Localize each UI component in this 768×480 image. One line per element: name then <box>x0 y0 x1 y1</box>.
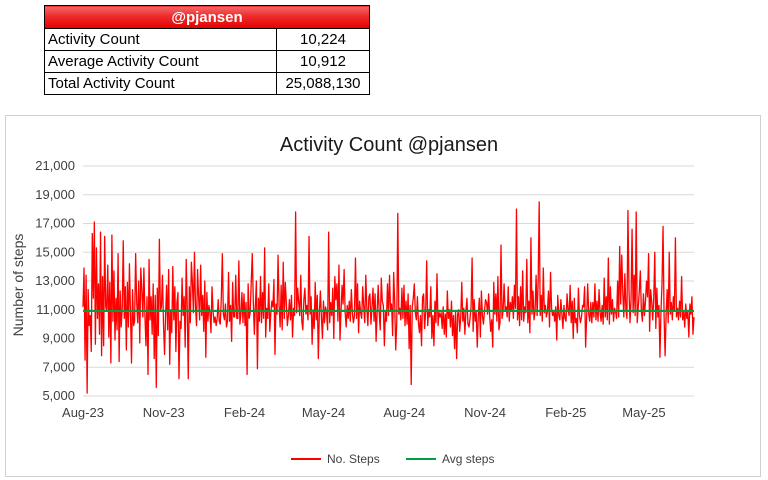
x-tick-label: Feb-25 <box>545 405 586 420</box>
y-tick-label: 15,000 <box>35 244 75 259</box>
chart-title: Activity Count @pjansen <box>280 134 498 156</box>
chart-area: 5,000 7,000 9,000 11,000 13,000 15,000 17,000 1… <box>5 115 761 477</box>
x-tick-label: Nov-23 <box>143 405 185 420</box>
summary-row: Total Activity Count 25,088,130 <box>44 72 370 95</box>
x-tick-label: Nov-24 <box>464 405 506 420</box>
x-tick-label: May-24 <box>302 405 345 420</box>
summary-row-label: Total Activity Count <box>44 72 277 95</box>
y-tick-label: 19,000 <box>35 187 75 202</box>
x-tick-label: May-25 <box>622 405 665 420</box>
y-tick-label: 21,000 <box>35 158 75 173</box>
summary-row-value: 10,912 <box>276 50 370 73</box>
x-tick-label: Aug-24 <box>383 405 425 420</box>
series-line-steps <box>82 201 695 394</box>
chart-grid <box>83 165 694 397</box>
summary-row-value: 10,224 <box>276 28 370 51</box>
chart-series <box>82 201 695 394</box>
line-chart: 5,000 7,000 9,000 11,000 13,000 15,000 17,000 1… <box>10 134 695 466</box>
summary-row-label: Activity Count <box>44 28 277 51</box>
summary-row-value: 25,088,130 <box>276 72 370 95</box>
y-tick-label: 11,000 <box>36 302 75 317</box>
summary-header: @pjansen <box>44 5 370 29</box>
summary-row: Average Activity Count 10,912 <box>44 50 370 73</box>
y-axis-label: Number of steps <box>10 234 26 337</box>
y-tick-label: 13,000 <box>35 273 75 288</box>
y-tick-label: 17,000 <box>35 216 75 231</box>
summary-table: @pjansen Activity Count 10,224 Average A… <box>44 5 370 95</box>
summary-row-label: Average Activity Count <box>44 50 277 73</box>
summary-header-row: @pjansen <box>44 5 370 29</box>
x-tick-label: Feb-24 <box>224 405 265 420</box>
y-axis-ticks: 5,000 7,000 9,000 11,000 13,000 15,000 17,000 1… <box>35 158 75 403</box>
y-tick-label: 5,000 <box>42 388 75 403</box>
y-tick-label: 7,000 <box>42 359 75 374</box>
legend-label-steps: No. Steps <box>327 452 380 466</box>
x-tick-label: Aug-23 <box>62 405 104 420</box>
summary-row: Activity Count 10,224 <box>44 28 370 51</box>
y-tick-label: 9,000 <box>42 331 75 346</box>
x-axis-ticks: Aug-23 Nov-23 Feb-24 May-24 Aug-24 Nov-24 Feb-… <box>62 405 666 420</box>
legend-label-avg: Avg steps <box>442 452 494 466</box>
legend: No. Steps Avg steps <box>291 452 494 466</box>
